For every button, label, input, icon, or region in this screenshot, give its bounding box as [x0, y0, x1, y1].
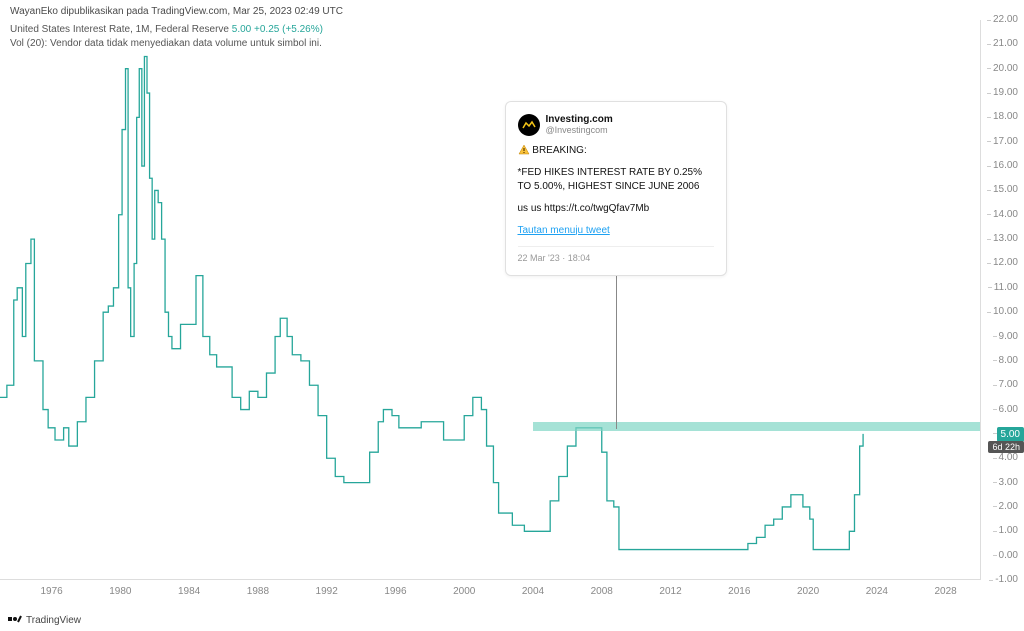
warning-icon [518, 144, 530, 156]
highlight-zone [533, 422, 980, 432]
x-tick: 2008 [591, 586, 613, 597]
countdown-label: 6d 22h [988, 441, 1024, 453]
y-tick: 20.00 [993, 63, 1018, 74]
y-axis: -1.000.001.002.003.004.005.006.007.008.0… [980, 20, 1024, 580]
y-tick: 2.00 [999, 501, 1018, 512]
x-tick: 2024 [866, 586, 888, 597]
tv-logo-icon [8, 614, 22, 627]
rate-chart [0, 20, 980, 580]
tweet-card: Investing.com @Investingcom BREAKING: *F… [505, 101, 727, 276]
x-tick: 2004 [522, 586, 544, 597]
y-tick: 1.00 [999, 525, 1018, 536]
y-tick: 15.00 [993, 184, 1018, 195]
x-tick: 2020 [797, 586, 819, 597]
tweet-name: Investing.com [546, 114, 613, 125]
y-tick: 6.00 [999, 404, 1018, 415]
publish-byline: WayanEko dipublikasikan pada TradingView… [10, 6, 343, 17]
callout-connector [616, 276, 617, 429]
x-tick: 1976 [40, 586, 62, 597]
x-tick: 1980 [109, 586, 131, 597]
y-tick: 12.00 [993, 257, 1018, 268]
y-tick: 22.00 [993, 14, 1018, 25]
y-tick: 19.00 [993, 87, 1018, 98]
price-label: 5.00 [997, 427, 1024, 442]
y-tick: 3.00 [999, 477, 1018, 488]
tweet-body: BREAKING: *FED HIKES INTEREST RATE BY 0.… [518, 144, 714, 238]
x-tick: 1988 [247, 586, 269, 597]
x-tick: 2028 [934, 586, 956, 597]
tweet-date: 22 Mar '23 · 18:04 [518, 246, 714, 263]
tv-logo-text: TradingView [26, 615, 81, 626]
y-tick: 16.00 [993, 160, 1018, 171]
y-tick: 8.00 [999, 355, 1018, 366]
y-tick: -1.00 [995, 574, 1018, 585]
tweet-line2: us us https://t.co/twgQfav7Mb [518, 202, 714, 216]
y-tick: 10.00 [993, 306, 1018, 317]
tweet-link[interactable]: Tautan menuju tweet [518, 225, 610, 236]
tweet-handle: @Investingcom [546, 125, 613, 135]
tweet-line1: *FED HIKES INTEREST RATE BY 0.25% TO 5.0… [518, 166, 714, 194]
y-tick: 21.00 [993, 38, 1018, 49]
x-tick: 1992 [316, 586, 338, 597]
x-axis: 1976 1980 1984 1988 1992 1996 2000 2004 2008 2012… [0, 579, 980, 607]
y-tick: 4.00 [999, 452, 1018, 463]
breaking-label: BREAKING: [532, 145, 586, 156]
y-tick: 11.00 [994, 282, 1018, 293]
footer: TradingView [8, 614, 81, 627]
y-tick: 17.00 [993, 136, 1018, 147]
y-tick: 18.00 [993, 111, 1018, 122]
x-tick: 1984 [178, 586, 200, 597]
x-tick: 1996 [384, 586, 406, 597]
y-tick: 14.00 [993, 209, 1018, 220]
y-tick: 13.00 [993, 233, 1018, 244]
y-tick: 0.00 [999, 550, 1018, 561]
x-tick: 2000 [453, 586, 475, 597]
tweet-avatar [518, 114, 540, 136]
x-tick: 2016 [728, 586, 750, 597]
y-tick: 7.00 [999, 379, 1018, 390]
x-tick: 2012 [659, 586, 681, 597]
y-tick: 9.00 [999, 331, 1018, 342]
